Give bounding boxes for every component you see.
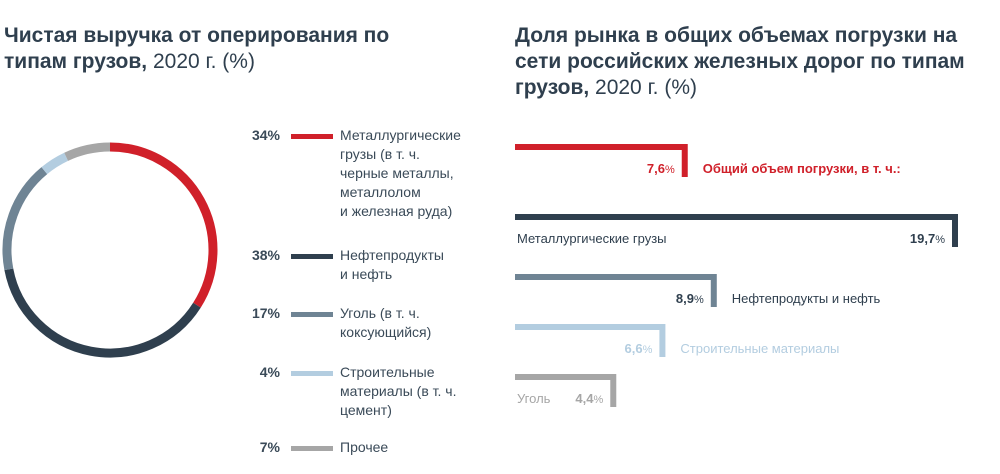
legend-swatch	[291, 254, 333, 259]
legend-swatch	[291, 446, 333, 451]
legend-percent: 34%	[251, 127, 280, 143]
bar-row: 6,6% Строительные материалы	[515, 324, 839, 357]
bar-row: 4,4% Уголь	[515, 374, 617, 407]
left-title-year: 2020 г. (%)	[147, 50, 255, 73]
donut-slice-1	[109, 142, 218, 308]
legend-percent: 38%	[251, 247, 280, 263]
bar	[515, 144, 688, 177]
donut-slice-2	[4, 268, 201, 358]
legend-swatch	[291, 371, 333, 376]
bar-row: 19,7% Металлургические грузы	[515, 214, 958, 247]
legend-label: Металлургические грузы (в т. ч. черные мет…	[340, 127, 461, 219]
legend-percent: 17%	[251, 305, 280, 321]
donut-slice-4	[41, 152, 69, 175]
legend-label: Уголь (в т. ч. коксующийся)	[340, 305, 432, 340]
legend-label: Прочее	[340, 439, 389, 455]
bar-chart: 7,6% Общий объем погрузки, в т. ч.: 19,7% М…	[515, 144, 958, 407]
right-title-year: 2020 г. (%)	[589, 76, 697, 99]
bar-category-label: Нефтепродукты и нефть	[732, 291, 881, 306]
bar	[515, 214, 958, 247]
bar	[515, 324, 666, 357]
bar-value-label: 6,6%	[625, 341, 653, 356]
bar-category-label: Уголь	[517, 391, 551, 406]
bar-category-label: Строительные материалы	[680, 341, 839, 356]
bar-category-label: Металлургические грузы	[517, 231, 667, 246]
bar-category-label: Общий объем погрузки, в т. ч.:	[703, 161, 901, 176]
legend-label: Нефтепродукты и нефть	[340, 247, 444, 282]
left-chart-title: Чистая выручка от оперирования по типам …	[4, 23, 424, 75]
bar-row: 8,9% Нефтепродукты и нефть	[515, 274, 881, 307]
legend-swatch	[291, 312, 333, 317]
bar-value-label: 7,6%	[647, 161, 675, 176]
bar-row: 7,6% Общий объем погрузки, в т. ч.:	[515, 144, 901, 177]
donut-chart	[2, 142, 218, 358]
bar-value-label: 4,4%	[575, 391, 603, 406]
legend-percent: 7%	[259, 439, 280, 455]
legend-percent: 4%	[259, 364, 280, 380]
bar	[515, 274, 717, 307]
donut-slice-5	[64, 142, 111, 161]
left-title-bold: Чистая выручка от оперирования по типам …	[4, 24, 390, 73]
legend-label: Строительные материалы (в т. ч. цемент)	[340, 364, 457, 418]
bar-value-label: 19,7%	[910, 231, 945, 246]
donut-slice-3	[2, 167, 48, 271]
legend-swatch	[291, 134, 333, 139]
right-chart-title: Доля рынка в общих объемах погрузки на с…	[515, 23, 995, 101]
bar-value-label: 8,9%	[676, 291, 704, 306]
bar	[515, 374, 617, 407]
right-title-bold: Доля рынка в общих объемах погрузки на с…	[515, 24, 965, 99]
